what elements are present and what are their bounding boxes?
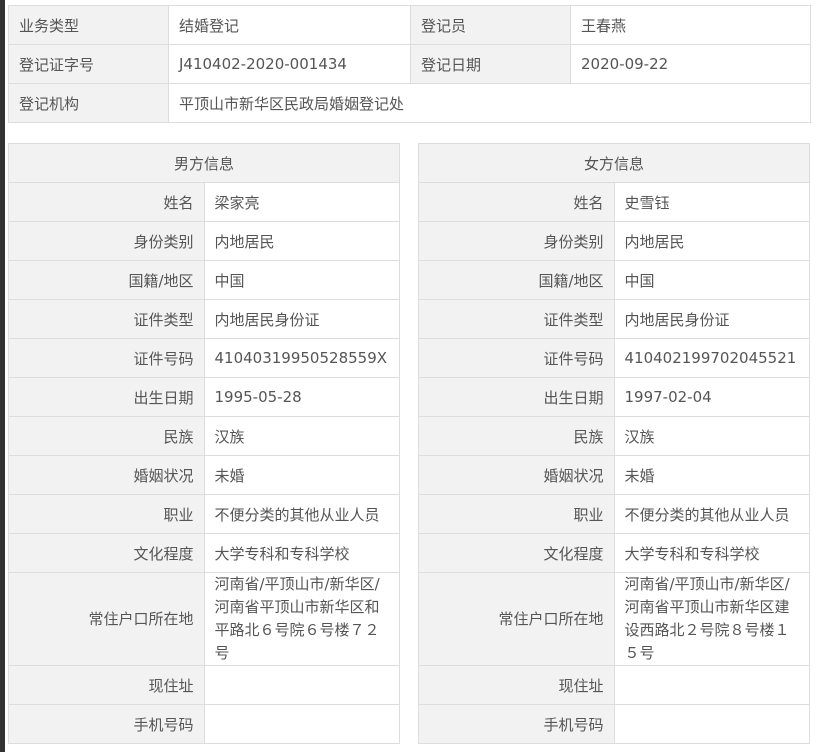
field-label: 国籍/地区: [8, 260, 205, 300]
field-label: 文化程度: [418, 533, 615, 573]
field-label: 手机号码: [8, 704, 205, 744]
table-row: 常住户口所在地 河南省/平顶山市/新华区/河南省平顶山市新华区建设西路北２号院８号…: [418, 572, 810, 666]
table-row: 文化程度 大学专科和专科学校: [418, 533, 810, 573]
table-row: 职业 不便分类的其他从业人员: [8, 494, 400, 534]
field-label: 职业: [418, 494, 615, 534]
business-type-label: 业务类型: [8, 5, 169, 45]
field-value: [203, 665, 400, 705]
field-value: [613, 665, 810, 705]
field-value: 中国: [613, 260, 810, 300]
table-row: 业务类型 结婚登记 登记员 王春燕: [8, 5, 811, 45]
field-value: [203, 704, 400, 744]
field-label: 文化程度: [8, 533, 205, 573]
table-row: 婚姻状况 未婚: [418, 455, 810, 495]
table-row: 登记机构 平顶山市新华区民政局婚姻登记处: [8, 83, 811, 123]
field-value: 1997-02-04: [613, 377, 810, 417]
field-label: 现住址: [418, 665, 615, 705]
field-value: 中国: [203, 260, 400, 300]
field-label: 身份类别: [8, 221, 205, 261]
field-label: 姓名: [8, 182, 205, 222]
field-label: 证件类型: [8, 299, 205, 339]
table-row: 职业 不便分类的其他从业人员: [418, 494, 810, 534]
field-value: [613, 704, 810, 744]
field-label: 出生日期: [418, 377, 615, 417]
registrar-value: 王春燕: [570, 5, 811, 45]
field-label: 常住户口所在地: [8, 572, 205, 666]
table-row: 常住户口所在地 河南省/平顶山市/新华区/河南省平顶山市新华区和平路北６号院６号楼…: [8, 572, 400, 666]
table-row: 文化程度 大学专科和专科学校: [8, 533, 400, 573]
registration-summary-table: 业务类型 结婚登记 登记员 王春燕 登记证字号 J410402-2020-001…: [8, 5, 811, 123]
female-info-title: 女方信息: [418, 143, 810, 183]
male-info-title: 男方信息: [8, 143, 400, 183]
field-value: 史雪钰: [613, 182, 810, 222]
table-row: 女方信息: [418, 143, 810, 183]
field-value: 汉族: [203, 416, 400, 456]
table-row: 登记证字号 J410402-2020-001434 登记日期 2020-09-2…: [8, 44, 811, 84]
field-value: 内地居民: [203, 221, 400, 261]
field-value: 内地居民身份证: [203, 299, 400, 339]
table-row: 证件类型 内地居民身份证: [418, 299, 810, 339]
business-type-value: 结婚登记: [168, 5, 411, 45]
field-label: 证件类型: [418, 299, 615, 339]
table-row: 姓名 史雪钰: [418, 182, 810, 222]
field-value: 未婚: [203, 455, 400, 495]
field-label: 姓名: [418, 182, 615, 222]
table-row: 手机号码: [8, 704, 400, 744]
field-value: 汉族: [613, 416, 810, 456]
table-row: 婚姻状况 未婚: [8, 455, 400, 495]
field-value: 梁家亮: [203, 182, 400, 222]
window-edge: [0, 0, 5, 752]
field-label: 出生日期: [8, 377, 205, 417]
field-value: 41040319950528559X: [203, 338, 400, 378]
table-row: 出生日期 1995-05-28: [8, 377, 400, 417]
field-value: 内地居民: [613, 221, 810, 261]
field-value: 河南省/平顶山市/新华区/河南省平顶山市新华区建设西路北２号院８号楼１５号: [613, 572, 810, 666]
female-info-table: 女方信息 姓名 史雪钰 身份类别 内地居民 国籍/地区 中国 证件类型 内地居民身份证 证件号码 4…: [418, 143, 810, 744]
field-value: 不便分类的其他从业人员: [203, 494, 400, 534]
field-label: 身份类别: [418, 221, 615, 261]
table-row: 证件号码 410402199702045521: [418, 338, 810, 378]
table-row: 国籍/地区 中国: [418, 260, 810, 300]
field-label: 婚姻状况: [418, 455, 615, 495]
date-value: 2020-09-22: [570, 44, 811, 84]
field-value: 河南省/平顶山市/新华区/河南省平顶山市新华区和平路北６号院６号楼７２号: [203, 572, 400, 666]
office-value: 平顶山市新华区民政局婚姻登记处: [168, 83, 811, 123]
table-row: 手机号码: [418, 704, 810, 744]
table-row: 出生日期 1997-02-04: [418, 377, 810, 417]
cert-no-label: 登记证字号: [8, 44, 169, 84]
table-row: 身份类别 内地居民: [8, 221, 400, 261]
field-value: 未婚: [613, 455, 810, 495]
field-label: 手机号码: [418, 704, 615, 744]
field-label: 证件号码: [418, 338, 615, 378]
field-label: 现住址: [8, 665, 205, 705]
table-row: 证件号码 41040319950528559X: [8, 338, 400, 378]
field-value: 不便分类的其他从业人员: [613, 494, 810, 534]
field-value: 410402199702045521: [613, 338, 810, 378]
field-label: 国籍/地区: [418, 260, 615, 300]
field-label: 常住户口所在地: [418, 572, 615, 666]
table-row: 民族 汉族: [418, 416, 810, 456]
field-value: 大学专科和专科学校: [203, 533, 400, 573]
field-label: 民族: [418, 416, 615, 456]
table-row: 现住址: [8, 665, 400, 705]
field-value: 1995-05-28: [203, 377, 400, 417]
table-row: 证件类型 内地居民身份证: [8, 299, 400, 339]
field-label: 证件号码: [8, 338, 205, 378]
registrar-label: 登记员: [410, 5, 571, 45]
table-row: 姓名 梁家亮: [8, 182, 400, 222]
table-row: 现住址: [418, 665, 810, 705]
table-row: 男方信息: [8, 143, 400, 183]
office-label: 登记机构: [8, 83, 169, 123]
date-label: 登记日期: [410, 44, 571, 84]
field-value: 内地居民身份证: [613, 299, 810, 339]
field-label: 民族: [8, 416, 205, 456]
table-row: 身份类别 内地居民: [418, 221, 810, 261]
field-label: 婚姻状况: [8, 455, 205, 495]
table-row: 国籍/地区 中国: [8, 260, 400, 300]
table-row: 民族 汉族: [8, 416, 400, 456]
field-value: 大学专科和专科学校: [613, 533, 810, 573]
field-label: 职业: [8, 494, 205, 534]
male-info-table: 男方信息 姓名 梁家亮 身份类别 内地居民 国籍/地区 中国 证件类型 内地居民身份证 证件号码 4…: [8, 143, 400, 744]
cert-no-value: J410402-2020-001434: [168, 44, 411, 84]
